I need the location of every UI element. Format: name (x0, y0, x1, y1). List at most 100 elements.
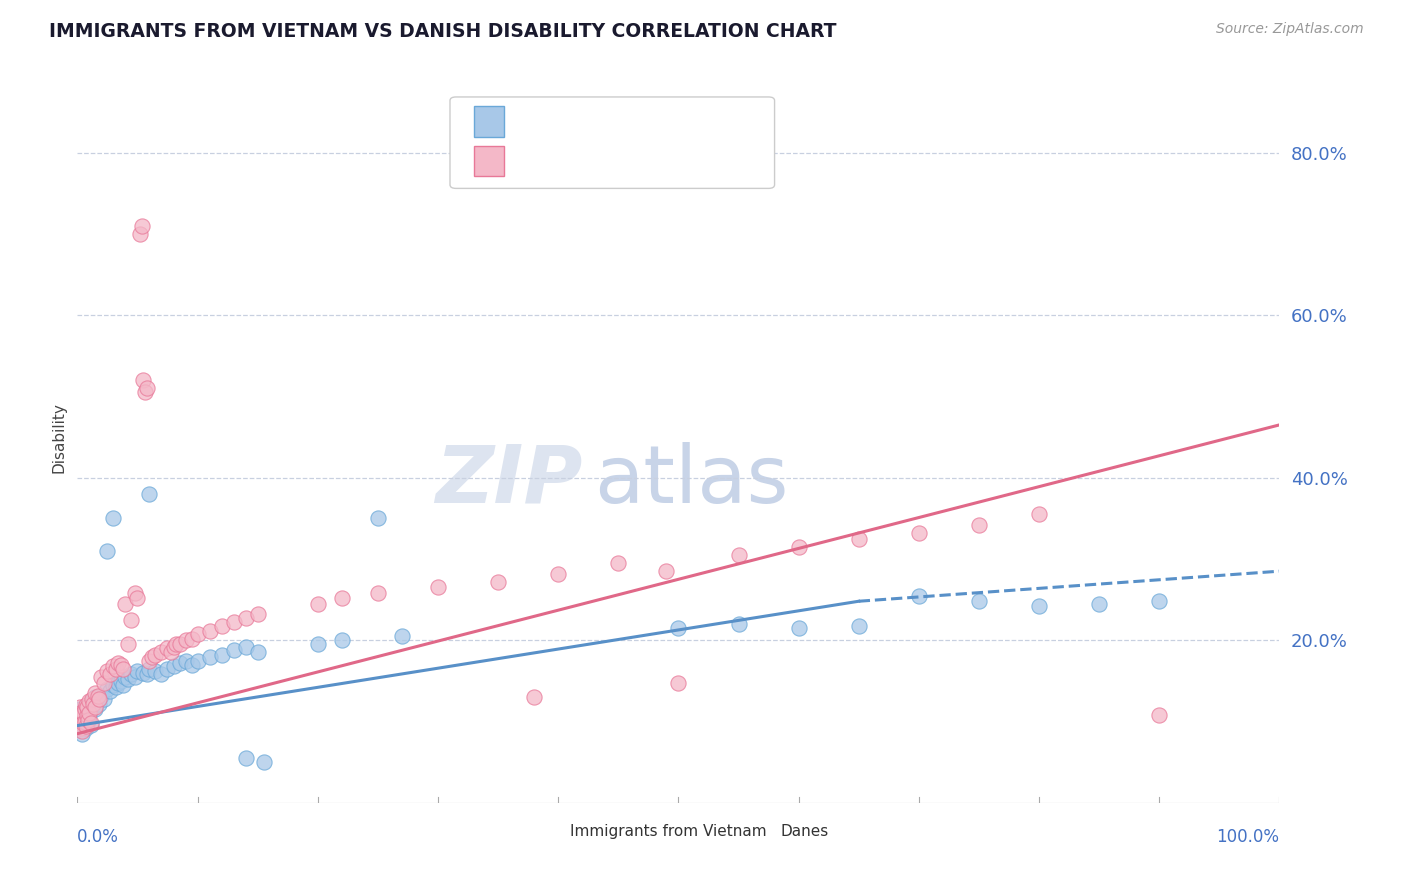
Point (848, 532, 870, 546)
Point (124, 670, 146, 684)
Point (169, 656, 191, 670)
Point (174, 633, 197, 648)
Y-axis label: Disability: Disability (51, 401, 66, 473)
Point (165, 637, 187, 651)
Point (98, 667, 121, 681)
Point (90, 670, 112, 684)
Point (75, 698, 97, 713)
Point (787, 621, 810, 635)
Text: Immigrants from Vietnam: Immigrants from Vietnam (571, 824, 766, 838)
Point (246, 607, 269, 622)
Point (73, 705, 96, 719)
Point (127, 591, 149, 605)
Point (76, 699, 98, 714)
Point (111, 678, 134, 692)
Text: Danes: Danes (780, 824, 828, 838)
Point (103, 511, 125, 525)
Point (180, 657, 202, 672)
Point (107, 675, 129, 690)
Point (96, 544, 118, 558)
Point (110, 657, 132, 672)
Point (76, 702, 98, 716)
Point (96, 664, 118, 678)
Point (367, 511, 389, 525)
Point (222, 643, 245, 657)
Point (73, 714, 96, 729)
Point (87, 691, 110, 706)
FancyBboxPatch shape (745, 820, 770, 843)
Point (235, 751, 257, 765)
Point (84, 699, 107, 714)
Point (93, 691, 115, 706)
Point (655, 564, 678, 578)
Point (120, 613, 142, 627)
Point (145, 648, 167, 662)
Point (69, 718, 91, 732)
Point (87, 697, 110, 711)
Point (70, 721, 93, 735)
Point (73, 702, 96, 716)
Text: 100.0%: 100.0% (1216, 829, 1279, 847)
Point (668, 621, 690, 635)
Point (75, 721, 97, 735)
Point (70, 723, 93, 737)
Point (103, 659, 125, 673)
Point (70, 714, 93, 729)
Text: R = 0.370   N = 74: R = 0.370 N = 74 (519, 112, 703, 130)
Text: R = 0.410   N = 77: R = 0.410 N = 77 (519, 152, 703, 170)
Point (69, 699, 91, 714)
Point (607, 556, 630, 570)
Point (84, 690, 107, 705)
Point (198, 624, 221, 638)
Point (82, 699, 104, 714)
FancyBboxPatch shape (474, 106, 505, 136)
Point (1028, 508, 1050, 522)
Point (180, 632, 202, 646)
Point (162, 659, 184, 673)
Point (1149, 594, 1171, 608)
Point (967, 594, 990, 608)
Point (79, 708, 101, 723)
Point (70, 727, 93, 741)
Point (117, 673, 139, 687)
Point (727, 548, 749, 562)
Point (96, 681, 118, 696)
Point (131, 219, 153, 233)
Point (69, 716, 91, 731)
Point (174, 654, 197, 668)
Point (76, 708, 98, 723)
Text: ZIP: ZIP (434, 442, 582, 520)
Point (87, 689, 110, 703)
Text: IMMIGRANTS FROM VIETNAM VS DANISH DISABILITY CORRELATION CHART: IMMIGRANTS FROM VIETNAM VS DANISH DISABI… (49, 22, 837, 41)
Point (67, 710, 90, 724)
Point (117, 637, 139, 651)
Point (134, 385, 156, 400)
Point (67, 708, 90, 723)
Point (104, 681, 127, 695)
Point (367, 586, 389, 600)
Point (253, 755, 276, 769)
Point (307, 597, 329, 611)
Point (132, 665, 155, 680)
Point (307, 637, 329, 651)
Point (72, 716, 94, 731)
Point (211, 618, 233, 632)
Point (128, 227, 150, 241)
Point (156, 662, 179, 676)
Point (150, 645, 173, 659)
Point (114, 670, 136, 684)
Text: Source: ZipAtlas.com: Source: ZipAtlas.com (1216, 22, 1364, 37)
Point (547, 566, 569, 581)
Text: atlas: atlas (595, 442, 789, 520)
Point (427, 581, 450, 595)
Point (967, 517, 990, 532)
Text: 0.0%: 0.0% (77, 829, 120, 847)
Point (72, 706, 94, 721)
Point (136, 667, 159, 681)
Point (169, 637, 191, 651)
Point (787, 540, 810, 554)
Point (80, 691, 103, 706)
Point (908, 526, 931, 541)
FancyBboxPatch shape (534, 820, 561, 843)
Point (72, 718, 94, 732)
